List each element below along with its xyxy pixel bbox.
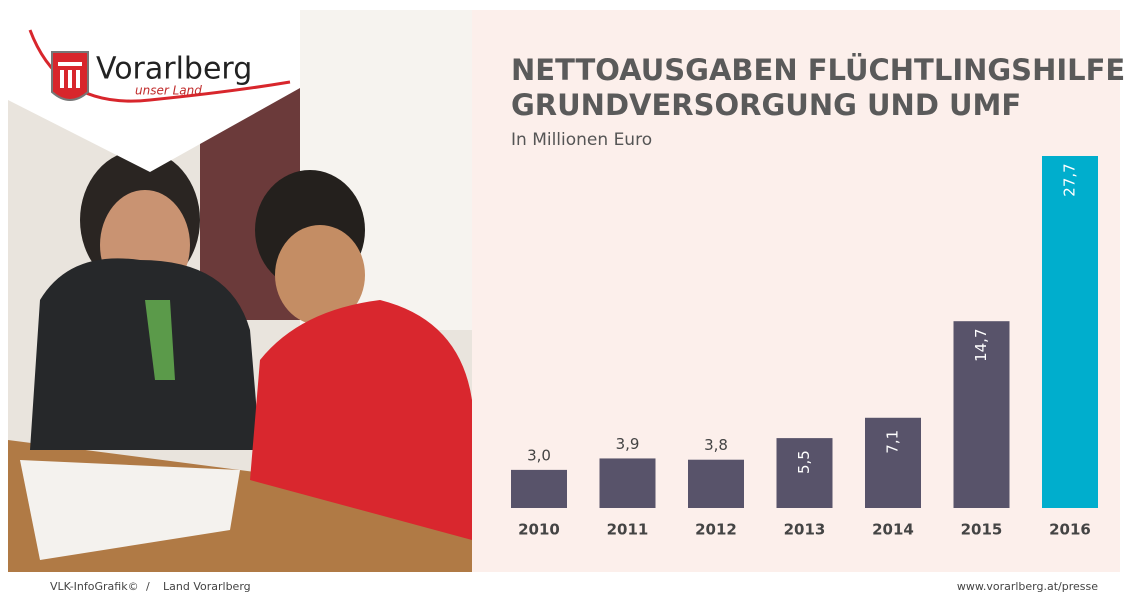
photo <box>8 10 472 572</box>
footer-source: VLK-InfoGrafik© <box>50 580 139 593</box>
infographic: Vorarlberg unser Land NETTOAUSGABEN FLÜC… <box>0 0 1128 596</box>
x-tick-label: 2011 <box>607 521 649 539</box>
logo-name: Vorarlberg <box>96 52 252 87</box>
value-label: 5,5 <box>795 450 813 474</box>
logo-tagline: unser Land <box>135 84 202 98</box>
value-label: 27,7 <box>1061 163 1079 196</box>
bar <box>600 458 656 508</box>
x-tick-label: 2016 <box>1049 521 1091 539</box>
chart-title: NETTOAUSGABEN FLÜCHTLINGSHILFE <box>511 53 1125 87</box>
value-label: 3,9 <box>616 435 640 453</box>
x-tick-label: 2015 <box>961 521 1003 539</box>
footer-separator: / <box>146 580 150 593</box>
footer-publisher: Land Vorarlberg <box>163 580 251 593</box>
value-label: 14,7 <box>972 328 990 361</box>
x-tick-label: 2012 <box>695 521 737 539</box>
footer-url: www.vorarlberg.at/presse <box>957 580 1098 593</box>
value-label: 7,1 <box>884 430 902 454</box>
x-tick-label: 2014 <box>872 521 914 539</box>
value-label: 3,0 <box>527 446 551 464</box>
bar <box>1042 156 1098 508</box>
chart-title: GRUNDVERSORGUNG UND UMF <box>511 88 1021 122</box>
x-tick-label: 2013 <box>784 521 826 539</box>
x-tick-label: 2010 <box>518 521 560 539</box>
value-label: 3,8 <box>704 436 728 454</box>
bar <box>688 460 744 508</box>
chart-subtitle: In Millionen Euro <box>511 130 652 150</box>
bar <box>511 470 567 508</box>
